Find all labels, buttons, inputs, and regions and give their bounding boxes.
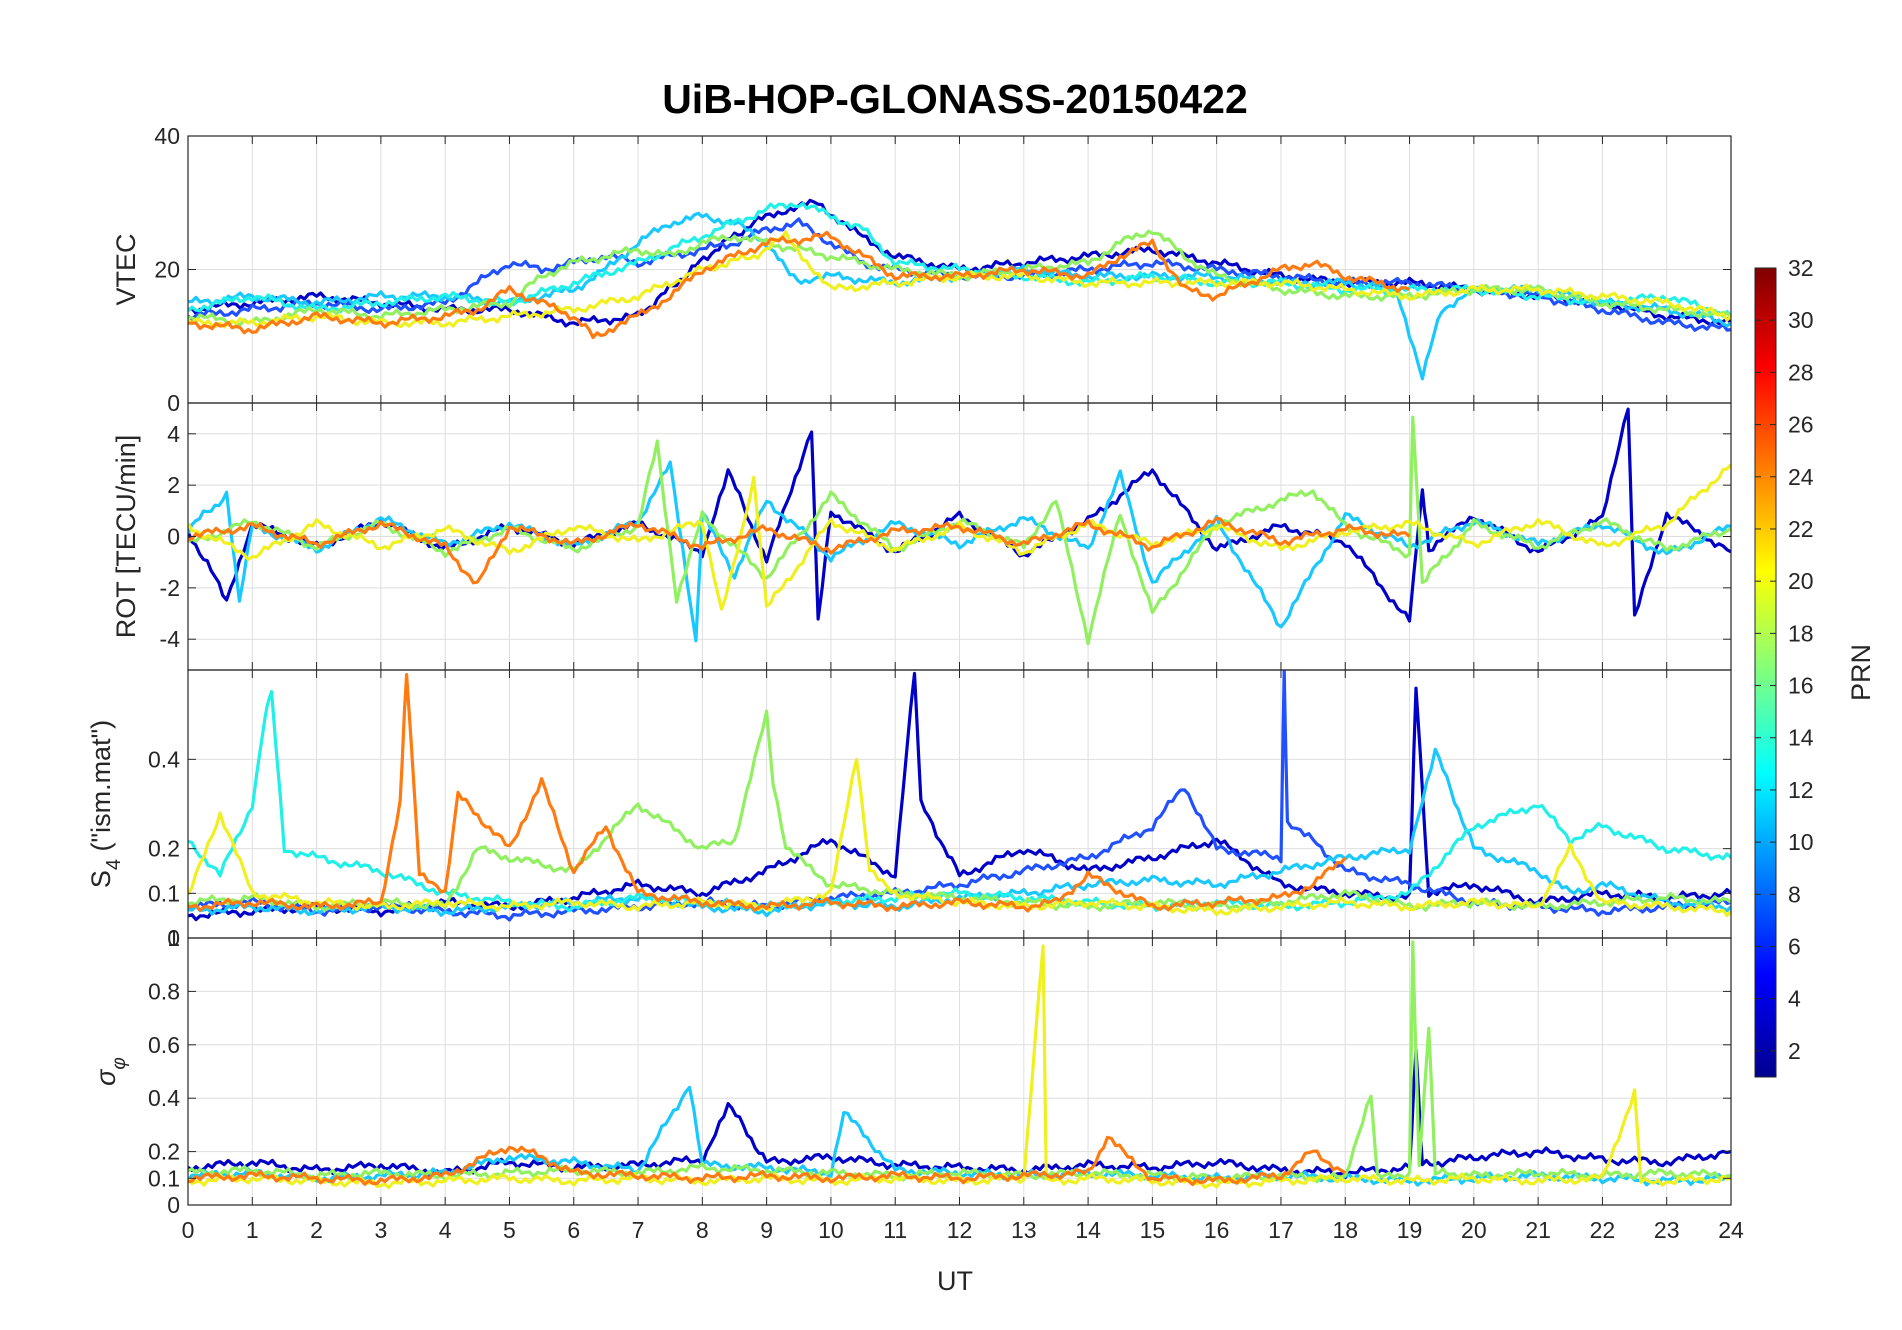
series-line-s4-6 — [188, 673, 1347, 913]
y-tick-label: 0.1 — [148, 1165, 180, 1191]
colorbar-tick-label: 20 — [1788, 568, 1814, 594]
y-tick-label: 1 — [167, 925, 180, 951]
colorbar-tick-label: 14 — [1788, 725, 1814, 751]
x-tick-label: 21 — [1525, 1217, 1551, 1243]
x-tick-label: 18 — [1332, 1217, 1358, 1243]
series-line-s4-2 — [188, 747, 1731, 918]
x-tick-label: 10 — [818, 1217, 844, 1243]
x-tick-label: 19 — [1397, 1217, 1423, 1243]
colorbar-tick-label: 8 — [1788, 881, 1801, 907]
y-axis-label-s4: S4 ("ism.mat") — [86, 720, 125, 888]
y-axis-label-sigma: σφ — [91, 1057, 130, 1086]
series-group-rot — [188, 407, 1731, 646]
panel-s4: 0 0.1 0.2 0.4 S4 ("ism.mat") — [86, 669, 1732, 951]
panel-rot: -4 -2 0 2 4 ROT [TECU/min] — [111, 402, 1732, 671]
colorbar-tick-label: 26 — [1788, 412, 1814, 438]
colorbar-gradient — [1754, 267, 1777, 1078]
y-tick-label: -4 — [160, 626, 181, 652]
colorbar-tick-label: 4 — [1788, 986, 1801, 1012]
y-tick-label: 0 — [167, 925, 180, 951]
x-tick-label: 11 — [883, 1217, 907, 1243]
y-tick-label: 0.2 — [148, 836, 180, 862]
series-line-rot-4 — [188, 516, 1411, 585]
y-tick-label: 0.4 — [148, 1085, 180, 1111]
x-axis: 0 1 2 3 4 5 6 7 8 9 10 11 12 13 14 15 16 17 18 19 20 21 22 23 24 — [182, 1217, 1744, 1243]
x-tick-label: 9 — [760, 1217, 773, 1243]
x-tick-label: 6 — [567, 1217, 580, 1243]
x-tick-label: 23 — [1654, 1217, 1680, 1243]
x-tick-label: 17 — [1268, 1217, 1294, 1243]
x-tick-label: 12 — [947, 1217, 973, 1243]
series-line-vtec-4 — [188, 229, 1731, 327]
x-tick-label: 20 — [1461, 1217, 1487, 1243]
series-group-vtec — [188, 198, 1731, 381]
series-line-sigma-3 — [188, 944, 1731, 1190]
colorbar-tick-label: 32 — [1788, 255, 1814, 281]
colorbar-label: PRN — [1846, 644, 1876, 701]
series-group-s4 — [188, 670, 1731, 922]
x-tick-label: 24 — [1718, 1217, 1744, 1243]
y-tick-label: 0.2 — [148, 1139, 180, 1165]
chart-title: UiB-HOP-GLONASS-20150422 — [662, 76, 1248, 122]
colorbar-tick-label: 10 — [1788, 829, 1814, 855]
ticks-sigma: 00.10.20.40.60.81 — [148, 925, 1732, 1218]
y-tick-label: 0 — [167, 524, 180, 550]
colorbar-tick-label: 2 — [1788, 1038, 1801, 1064]
x-tick-label: 1 — [246, 1217, 259, 1243]
y-tick-label: 0 — [167, 390, 180, 416]
x-tick-label: 8 — [696, 1217, 709, 1243]
colorbar-tick-label: 22 — [1788, 516, 1814, 542]
y-tick-label: 0.4 — [148, 746, 180, 772]
x-tick-label: 0 — [182, 1217, 195, 1243]
x-tick-label: 13 — [1011, 1217, 1037, 1243]
series-line-sigma-0 — [188, 1048, 1731, 1180]
y-axis-label-vtec: VTEC — [111, 233, 141, 305]
x-tick-label: 3 — [374, 1217, 387, 1243]
x-tick-label: 15 — [1140, 1217, 1166, 1243]
y-tick-label: 2 — [167, 472, 180, 498]
colorbar-tick-label: 24 — [1788, 464, 1814, 490]
x-tick-label: 16 — [1204, 1217, 1230, 1243]
y-tick-label: 0.1 — [148, 880, 180, 906]
y-tick-label: 0.8 — [148, 978, 180, 1004]
panel-vtec: 0 20 40 VTEC — [111, 123, 1732, 416]
ticks-s4: 0 0.1 0.2 0.4 — [148, 670, 1732, 951]
y-tick-label: 4 — [167, 421, 180, 447]
colorbar-tick-label: 16 — [1788, 673, 1814, 699]
x-tick-label: 2 — [310, 1217, 323, 1243]
x-tick-label: 4 — [439, 1217, 452, 1243]
x-tick-label: 22 — [1590, 1217, 1616, 1243]
colorbar-tick-label: 18 — [1788, 620, 1814, 646]
x-axis-label: UT — [937, 1266, 973, 1296]
x-tick-label: 14 — [1075, 1217, 1101, 1243]
series-line-vtec-6 — [188, 230, 1411, 340]
x-tick-label: 5 — [503, 1217, 516, 1243]
y-axis-label-rot: ROT [TECU/min] — [111, 435, 141, 639]
ticks-rot: -4 -2 0 2 4 — [160, 403, 1732, 670]
series-group-sigma — [188, 940, 1731, 1190]
colorbar-tick-label: 12 — [1788, 777, 1814, 803]
x-tick-label: 7 — [632, 1217, 645, 1243]
colorbar-tick-label: 30 — [1788, 307, 1814, 333]
y-tick-label: 20 — [154, 257, 180, 283]
y-tick-label: -2 — [160, 575, 180, 601]
colorbar-tick-label: 6 — [1788, 934, 1801, 960]
colorbar-tick-label: 28 — [1788, 359, 1814, 385]
series-line-rot-3 — [188, 463, 1731, 611]
y-tick-label: 0 — [167, 1192, 180, 1218]
y-tick-label: 0.6 — [148, 1032, 180, 1058]
series-line-sigma-4 — [188, 1135, 1347, 1187]
series-line-rot-2 — [188, 415, 1731, 646]
ticks-vtec: 0 20 40 — [154, 123, 1732, 416]
y-tick-label: 40 — [154, 123, 180, 149]
